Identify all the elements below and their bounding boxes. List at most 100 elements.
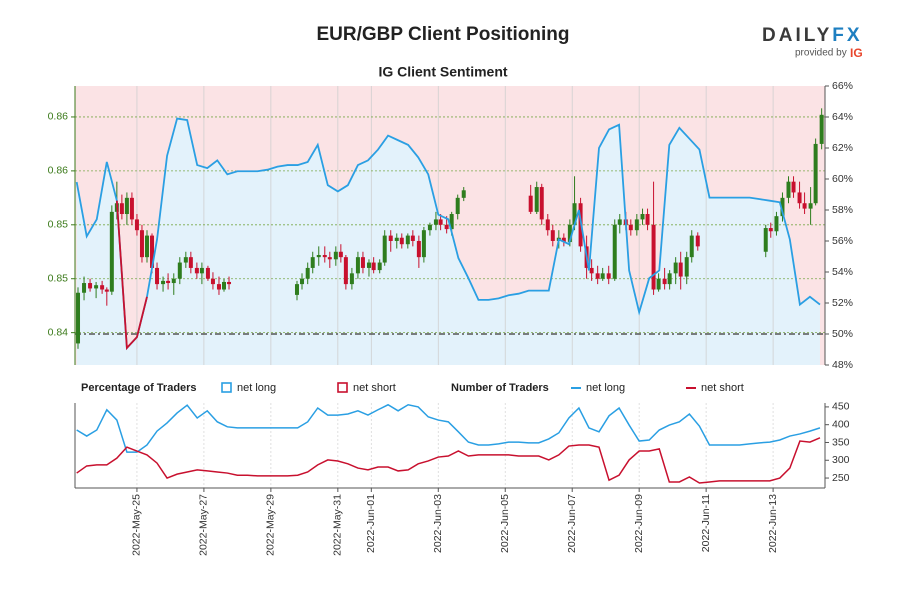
candle-body — [227, 281, 232, 285]
y-tick-label: 300 — [832, 454, 850, 466]
y2-tick-label: 66% — [832, 80, 853, 92]
candle-body — [338, 251, 343, 258]
y-tick-label: 0.86 — [48, 111, 69, 123]
legend-label: net short — [701, 382, 744, 394]
candle-body — [161, 280, 166, 285]
candle-body — [634, 219, 639, 231]
x-tick-label: 2022-May-27 — [198, 494, 210, 556]
candle-body — [768, 228, 773, 232]
candle-body — [210, 278, 215, 285]
y2-tick-label: 56% — [832, 235, 853, 247]
y2-tick-label: 62% — [832, 142, 853, 154]
candle-body — [461, 190, 466, 198]
legend-swatch — [337, 382, 348, 393]
y2-tick-label: 64% — [832, 111, 853, 123]
candle-body — [76, 292, 81, 344]
candle-body — [119, 203, 124, 215]
y-tick-label: 450 — [832, 401, 850, 413]
y-tick-label: 0.84 — [48, 326, 69, 338]
candle-body — [294, 284, 299, 295]
candle-body — [355, 257, 360, 274]
candle-body — [763, 228, 768, 252]
candle-body — [104, 289, 109, 292]
candle-body — [567, 224, 572, 243]
candle-body — [673, 262, 678, 274]
y2-tick-label: 52% — [832, 297, 853, 309]
candle-body — [433, 219, 438, 225]
legend-title: Number of Traders — [451, 382, 549, 394]
candle-body — [550, 230, 555, 241]
x-tick-label: 2022-Jun-11 — [700, 494, 712, 552]
candle-body — [678, 262, 683, 277]
candle-body — [88, 283, 93, 289]
candle-body — [600, 273, 605, 279]
candle-body — [656, 278, 661, 290]
candle-body — [100, 285, 105, 290]
candle-body — [595, 273, 600, 279]
candle-body — [300, 278, 305, 285]
candle-body — [188, 257, 193, 268]
candle-body — [684, 257, 689, 277]
candle-body — [171, 278, 176, 284]
brand-part: FX — [832, 25, 862, 46]
candle-body — [640, 214, 645, 220]
sentiment-line — [75, 117, 821, 351]
y2-tick-label: 50% — [832, 328, 853, 340]
legend-title: Percentage of Traders — [81, 382, 197, 394]
y2-tick-label: 54% — [832, 266, 853, 278]
candle-body — [545, 219, 550, 231]
candle-body — [780, 197, 785, 217]
candle-body — [628, 224, 633, 231]
x-tick-label: 2022-Jun-09 — [633, 494, 645, 553]
candle-body — [802, 203, 807, 209]
panel-title: IG Client Sentiment — [378, 64, 507, 80]
candle-body — [205, 267, 210, 279]
candle-body — [124, 197, 129, 215]
candle-body — [399, 237, 404, 245]
candle-body — [689, 235, 694, 258]
candle-body — [183, 257, 188, 263]
candle-body — [388, 235, 393, 241]
candle-body — [305, 267, 310, 279]
candle-body — [444, 224, 449, 230]
candle-body — [405, 235, 410, 245]
candle-body — [194, 267, 199, 274]
candle-body — [371, 262, 376, 271]
candle-body — [427, 224, 432, 231]
candle-body — [589, 267, 594, 274]
candle-body — [166, 280, 171, 284]
sentiment-line-short — [115, 200, 148, 351]
candle-body — [606, 273, 611, 279]
x-tick-label: 2022-Jun-01 — [365, 494, 377, 553]
candle-body — [667, 273, 672, 285]
candle-body — [662, 278, 667, 285]
candle-body — [177, 262, 182, 279]
y-tick-label: 400 — [832, 418, 850, 430]
candle-body — [534, 187, 539, 212]
candle-body — [819, 114, 824, 144]
legend-label: net long — [237, 382, 276, 394]
candle-body — [144, 235, 149, 258]
candle-body — [539, 187, 544, 220]
chart-title: EUR/GBP Client Positioning — [317, 24, 570, 45]
candle-body — [343, 257, 348, 285]
net-long-region — [76, 118, 820, 365]
candle-body — [416, 240, 421, 258]
legend-label: net short — [353, 382, 396, 394]
provided-by: provided by — [795, 48, 847, 59]
candle-body — [797, 192, 802, 204]
x-tick-label: 2022-Jun-03 — [432, 494, 444, 553]
x-tick-label: 2022-May-31 — [332, 494, 344, 556]
candle-body — [808, 203, 813, 209]
candle-body — [82, 283, 87, 293]
candle-body — [349, 273, 354, 285]
candle-body — [139, 230, 144, 258]
candle-body — [455, 197, 460, 215]
candle-body — [651, 224, 656, 290]
candle-body — [155, 267, 160, 285]
candle-body — [791, 181, 796, 193]
y2-tick-label: 58% — [832, 204, 853, 216]
candle-body — [377, 262, 382, 271]
candle-body — [695, 235, 700, 247]
